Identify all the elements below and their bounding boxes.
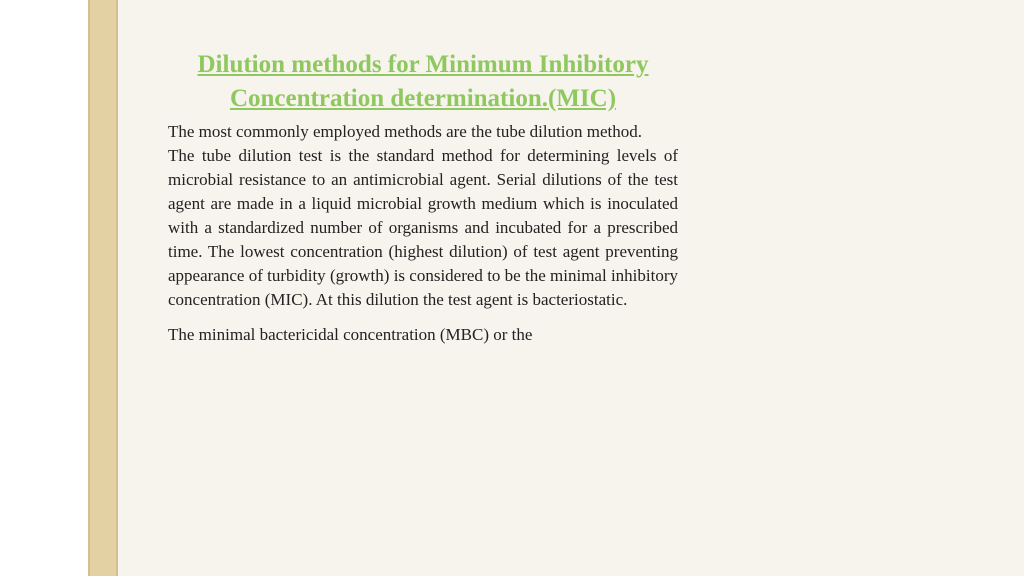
paragraph-1: The most commonly employed methods are t… [168,120,678,144]
document-content: Dilution methods for Minimum Inhibitory … [168,48,678,347]
decorative-vertical-strip [88,0,118,576]
document-body: The most commonly employed methods are t… [168,120,678,347]
paragraph-2: The tube dilution test is the standard m… [168,144,678,313]
paragraph-3: The minimal bactericidal concentration (… [168,323,678,347]
document-title: Dilution methods for Minimum Inhibitory … [168,48,678,116]
